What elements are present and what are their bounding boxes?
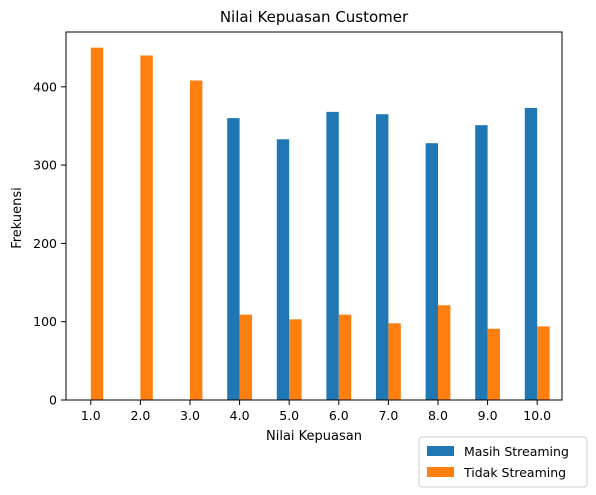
bar-tidak-8.0	[438, 305, 451, 400]
x-tick-label: 1.0	[81, 408, 101, 423]
bar-masih-9.0	[475, 125, 488, 401]
y-tick-label: 300	[33, 158, 57, 173]
x-tick-label: 6.0	[329, 408, 349, 423]
bar-masih-4.0	[227, 118, 240, 400]
x-tick-label: 3.0	[180, 408, 200, 423]
bar-tidak-1.0	[90, 47, 104, 400]
legend: Masih Streaming Tidak Streaming	[418, 436, 588, 488]
y-tick-label: 200	[33, 236, 57, 251]
bar-tidak-4.0	[239, 314, 252, 400]
x-tick-label: 7.0	[378, 408, 398, 423]
y-axis-label: Frekuensi	[10, 187, 25, 249]
x-tick-label: 2.0	[130, 408, 150, 423]
legend-swatch	[427, 446, 454, 456]
bar-tidak-10.0	[537, 326, 550, 400]
bar-tidak-7.0	[388, 323, 401, 400]
axes-frame	[65, 31, 563, 401]
y-axis-ticks: 0 100 200 300 400	[33, 79, 66, 408]
x-tick-label: 9.0	[478, 408, 498, 423]
bar-tidak-3.0	[190, 80, 203, 400]
bars-layer	[90, 47, 550, 401]
x-axis-label: Nilai Kepuasan	[266, 429, 362, 444]
x-tick-label: 4.0	[230, 408, 250, 423]
legend-label: Tidak Streaming	[463, 465, 566, 480]
bar-tidak-6.0	[338, 314, 352, 400]
x-tick-label: 10.0	[523, 408, 551, 423]
bar-masih-7.0	[376, 114, 389, 401]
legend-label: Masih Streaming	[464, 444, 569, 459]
bar-tidak-5.0	[289, 319, 302, 400]
legend-swatch	[427, 467, 454, 477]
y-tick-label: 400	[33, 79, 57, 94]
x-tick-label: 8.0	[428, 408, 448, 423]
bar-masih-8.0	[425, 143, 438, 400]
y-tick-label: 100	[33, 314, 57, 329]
bar-tidak-9.0	[487, 328, 500, 400]
bar-masih-5.0	[276, 139, 290, 400]
x-tick-label: 5.0	[279, 408, 299, 423]
chart-title: Nilai Kepuasan Customer	[220, 8, 409, 26]
bar-masih-6.0	[326, 111, 339, 401]
x-axis-ticks: 1.0 2.0 3.0 4.0 5.0 6.0 7.0 8.0 9.0 10.0	[81, 400, 551, 423]
bar-masih-10.0	[524, 107, 538, 400]
bar-tidak-2.0	[140, 55, 153, 401]
y-tick-label: 0	[49, 393, 57, 408]
legend-box	[418, 436, 588, 488]
